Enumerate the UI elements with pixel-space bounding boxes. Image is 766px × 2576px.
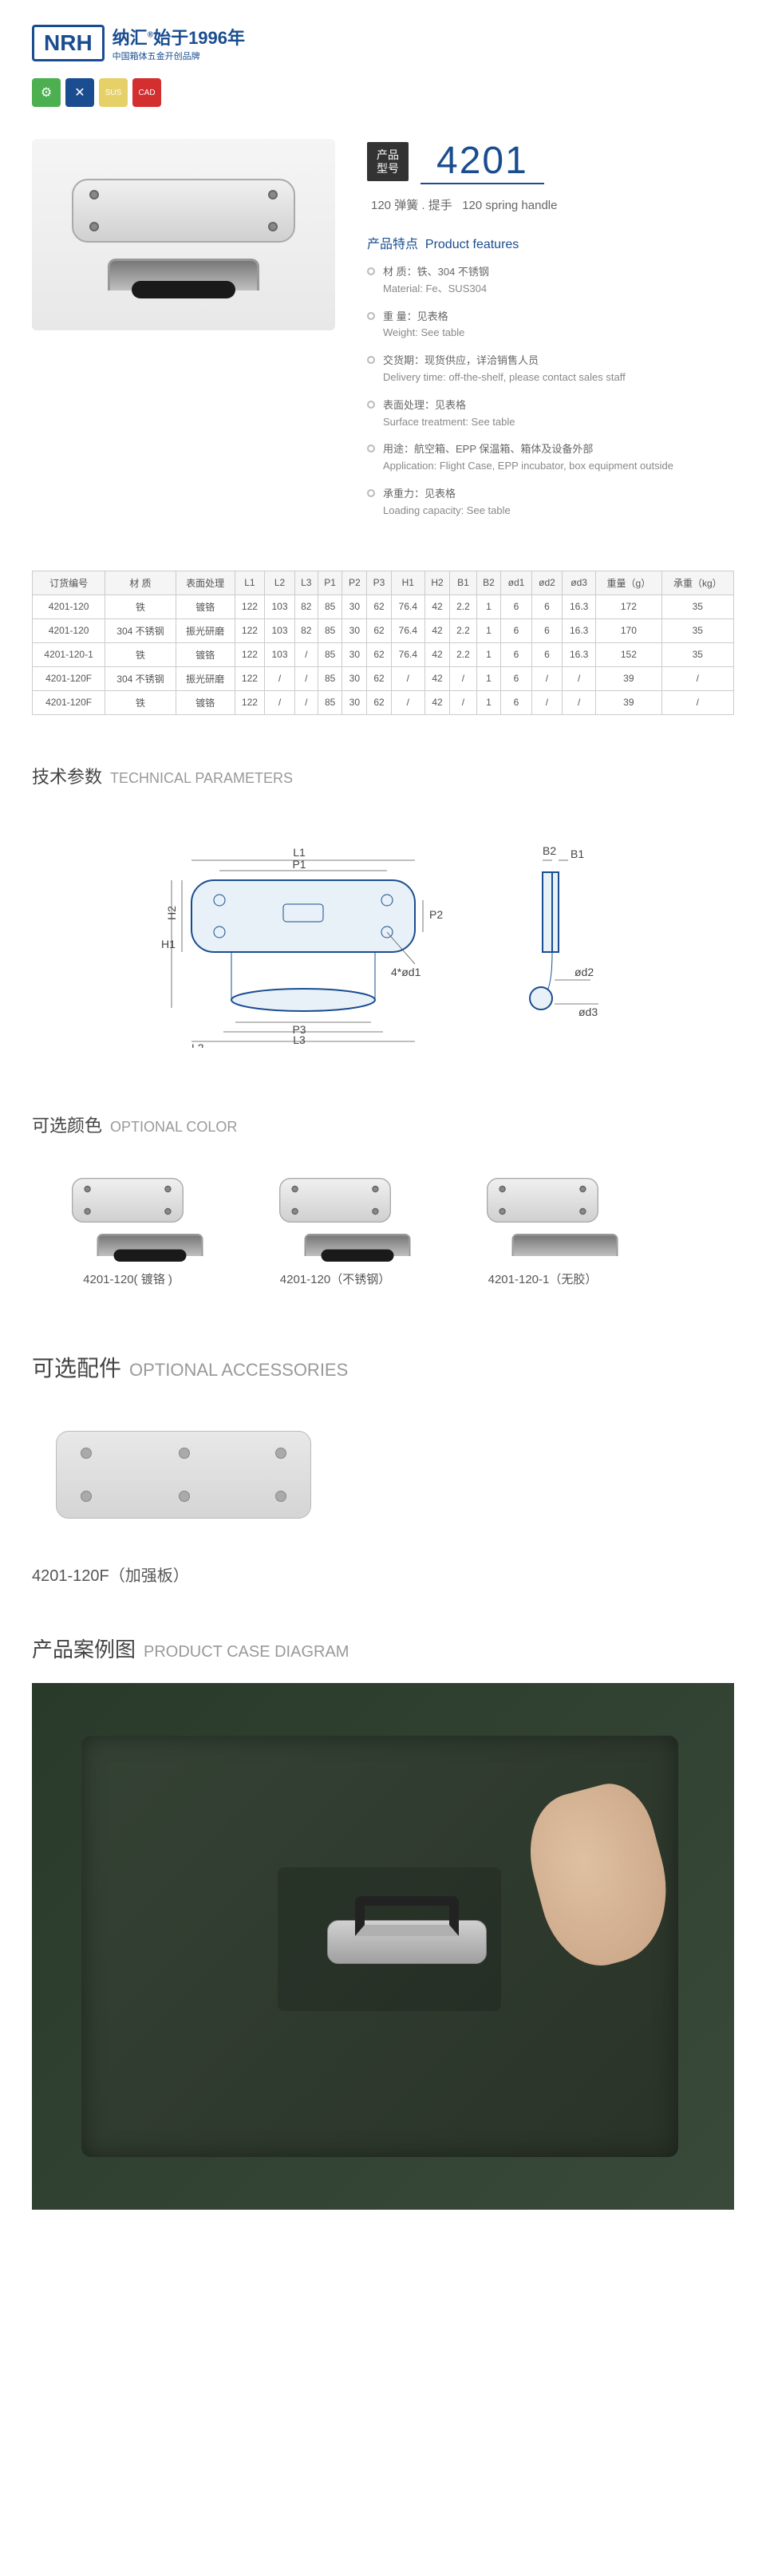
table-header: 重量（g） — [596, 571, 662, 595]
table-header: L1 — [235, 571, 265, 595]
svg-text:H2: H2 — [165, 905, 178, 919]
table-header: 表面处理 — [176, 571, 235, 595]
color-option: 4201-120( 镀铬 ) — [48, 1173, 207, 1287]
model-number: 4201 — [421, 139, 544, 184]
table-header: L3 — [294, 571, 318, 595]
table-header: B2 — [476, 571, 501, 595]
feature-item: 重 量：见表格Weight: See table — [367, 309, 734, 342]
bullet-icon — [367, 444, 375, 452]
svg-text:H1: H1 — [161, 938, 176, 950]
case-diagram-image — [32, 1683, 734, 2210]
badge-row: ⚙✕SUSCAD — [0, 78, 766, 123]
table-row: 4201-120F铁镀铬122//853062/42/16//39/ — [33, 690, 734, 714]
svg-text:P2: P2 — [429, 908, 443, 921]
model-label: 产品 型号 — [367, 142, 409, 182]
svg-text:L1: L1 — [293, 846, 306, 859]
feature-item: 材 质：铁、304 不锈钢Material: Fe、SUS304 — [367, 264, 734, 298]
table-header: 材 质 — [105, 571, 176, 595]
svg-text:ød3: ød3 — [578, 1006, 598, 1018]
accessory-image — [32, 1403, 335, 1547]
tech-title: 技术参数TECHNICAL PARAMETERS — [32, 763, 734, 788]
technical-drawing: L1 P1 H1 H2 P2 P3 L3 L2 4*ød1 B2 B1 ød2 … — [32, 808, 734, 1064]
table-header: ød2 — [531, 571, 562, 595]
case-title: 产品案例图PRODUCT CASE DIAGRAM — [32, 1634, 734, 1663]
table-header: 承重（kg） — [661, 571, 733, 595]
header: NRH 纳汇®始于1996年 中国箱体五金开创品牌 — [0, 0, 766, 78]
badge-icon: ✕ — [65, 78, 94, 107]
table-header: B1 — [450, 571, 476, 595]
table-header: ød1 — [501, 571, 531, 595]
table-header: L2 — [265, 571, 295, 595]
logo-text: 纳汇®始于1996年 中国箱体五金开创品牌 — [113, 24, 245, 62]
acc-title: 可选配件OPTIONAL ACCESSORIES — [32, 1351, 734, 1383]
hero-section: 产品 型号 4201 120 弹簧 . 提手 120 spring handle… — [0, 123, 766, 547]
feature-item: 表面处理：见表格Surface treatment: See table — [367, 397, 734, 431]
color-section: 可选颜色OPTIONAL COLOR 4201-120( 镀铬 )4201-12… — [0, 1088, 766, 1327]
bullet-icon — [367, 312, 375, 320]
logo-abbr: NRH — [32, 25, 105, 61]
bullet-icon — [367, 267, 375, 275]
color-option: 4201-120-1（无胶） — [463, 1173, 622, 1287]
table-row: 4201-120铁镀铬1221038285306276.4422.216616.… — [33, 595, 734, 618]
svg-text:4*ød1: 4*ød1 — [391, 966, 421, 978]
badge-icon: SUS — [99, 78, 128, 107]
svg-text:L3: L3 — [293, 1033, 306, 1046]
table-header: H1 — [391, 571, 424, 595]
model-subtitle: 120 弹簧 . 提手 120 spring handle — [367, 196, 734, 213]
feature-item: 用途：航空箱、EPP 保温箱、箱体及设备外部Application: Fligh… — [367, 441, 734, 475]
table-row: 4201-120F304 不锈钢振光研磨122//853062/42/16//3… — [33, 666, 734, 690]
svg-text:ød2: ød2 — [574, 966, 594, 978]
table-row: 4201-120304 不锈钢振光研磨1221038285306276.4422… — [33, 618, 734, 642]
brand-logo: NRH 纳汇®始于1996年 中国箱体五金开创品牌 — [32, 24, 245, 62]
badge-icon: CAD — [132, 78, 161, 107]
badge-icon: ⚙ — [32, 78, 61, 107]
feature-item: 交货期：现货供应，详洽销售人员Delivery time: off-the-sh… — [367, 353, 734, 386]
table-header: H2 — [424, 571, 450, 595]
bullet-icon — [367, 401, 375, 409]
tech-section: 技术参数TECHNICAL PARAMETERS L1 P1 H1 H2 P2 … — [0, 739, 766, 1088]
svg-text:B2: B2 — [543, 844, 556, 857]
svg-text:P1: P1 — [292, 858, 306, 871]
accessory-label: 4201-120F（加强板） — [32, 1563, 734, 1586]
product-info: 产品 型号 4201 120 弹簧 . 提手 120 spring handle… — [367, 139, 734, 531]
feature-item: 承重力：见表格Loading capacity: See table — [367, 486, 734, 520]
product-image — [32, 139, 335, 330]
svg-text:B1: B1 — [571, 847, 584, 860]
features-list: 材 质：铁、304 不锈钢Material: Fe、SUS304 重 量：见表格W… — [367, 264, 734, 520]
table-header: P3 — [367, 571, 392, 595]
color-options: 4201-120( 镀铬 ) 4201-120（不锈钢） 4201-120-1（无胶… — [32, 1157, 734, 1303]
spec-table: 订货编号材 质表面处理L1L2L3P1P2P3H1H2B1B2ød1ød2ød3… — [32, 571, 734, 715]
bullet-icon — [367, 356, 375, 364]
table-header: ød3 — [563, 571, 596, 595]
color-title: 可选颜色OPTIONAL COLOR — [32, 1112, 734, 1137]
spec-table-wrap: 订货编号材 质表面处理L1L2L3P1P2P3H1H2B1B2ød1ød2ød3… — [0, 547, 766, 739]
svg-text:L2: L2 — [192, 1041, 204, 1048]
table-header: P2 — [342, 571, 367, 595]
color-option: 4201-120（不锈钢） — [255, 1173, 415, 1287]
case-section: 产品案例图PRODUCT CASE DIAGRAM — [0, 1610, 766, 2234]
table-header: 订货编号 — [33, 571, 105, 595]
accessories-section: 可选配件OPTIONAL ACCESSORIES 4201-120F（加强板） — [0, 1327, 766, 1610]
table-row: 4201-120-1铁镀铬122103/85306276.4422.216616… — [33, 642, 734, 666]
table-header: P1 — [318, 571, 342, 595]
bullet-icon — [367, 489, 375, 497]
features-title: 产品特点 Product features — [367, 233, 734, 252]
